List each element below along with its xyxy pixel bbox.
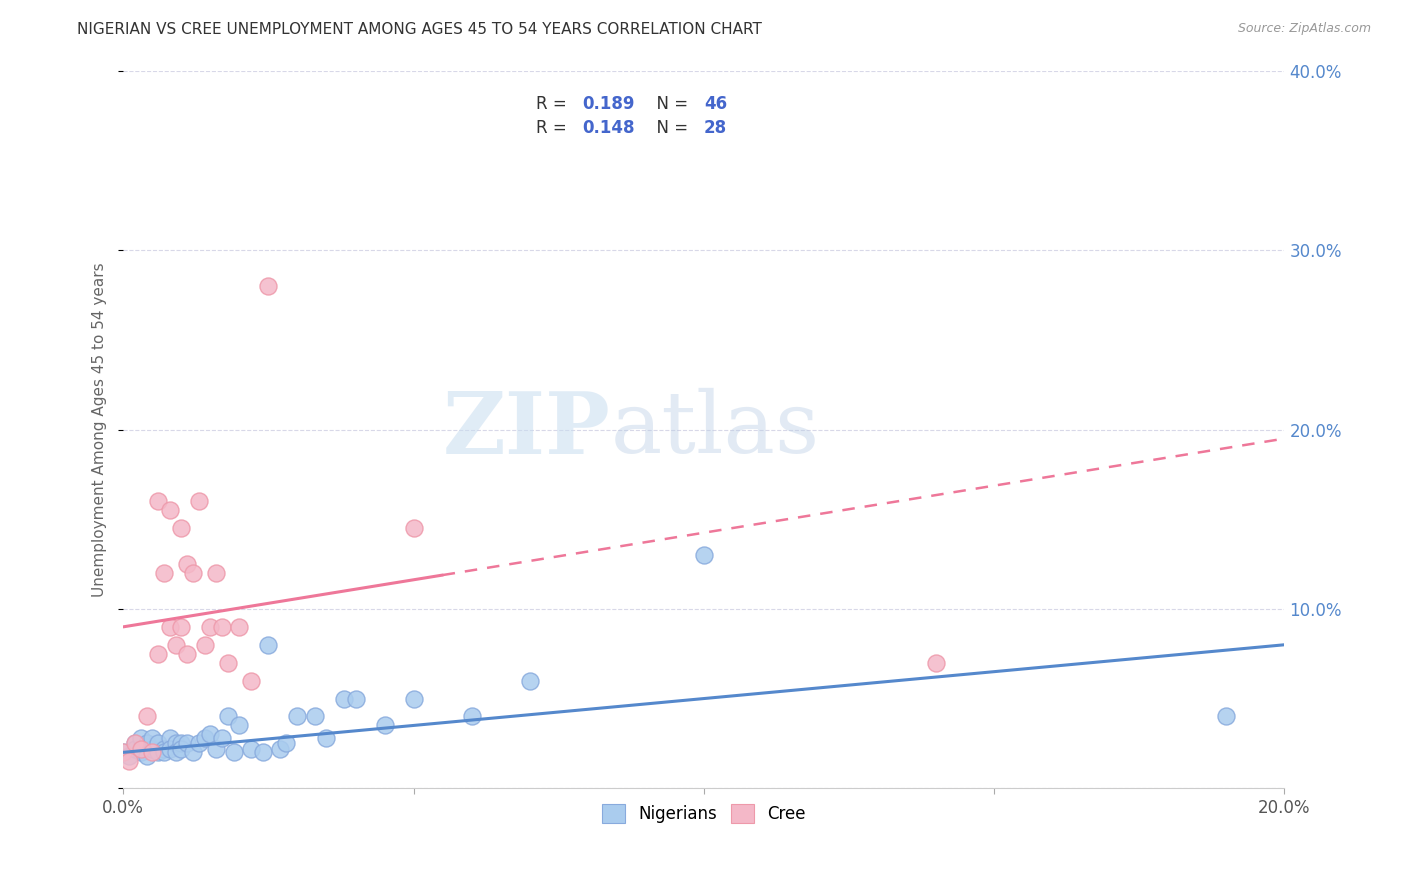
- Text: 46: 46: [704, 95, 727, 113]
- Point: [187, 736, 209, 750]
- Point: [344, 691, 367, 706]
- Point: [1215, 709, 1237, 723]
- Point: [194, 731, 217, 745]
- Point: [159, 503, 181, 517]
- Point: [124, 741, 146, 756]
- Point: [165, 745, 187, 759]
- Point: [165, 638, 187, 652]
- Text: ZIP: ZIP: [443, 388, 612, 472]
- Point: [118, 754, 141, 768]
- Point: [146, 647, 169, 661]
- Point: [181, 566, 204, 580]
- Point: [217, 656, 239, 670]
- Point: [200, 727, 222, 741]
- Point: [170, 741, 193, 756]
- Point: [252, 745, 274, 759]
- Text: 28: 28: [704, 120, 727, 137]
- Point: [274, 736, 297, 750]
- Text: Source: ZipAtlas.com: Source: ZipAtlas.com: [1237, 22, 1371, 36]
- Point: [135, 736, 157, 750]
- Point: [222, 745, 245, 759]
- Point: [176, 647, 198, 661]
- Point: [374, 718, 396, 732]
- Point: [693, 548, 716, 562]
- Point: [135, 709, 157, 723]
- Y-axis label: Unemployment Among Ages 45 to 54 years: Unemployment Among Ages 45 to 54 years: [93, 262, 107, 597]
- Point: [153, 566, 176, 580]
- Point: [460, 709, 482, 723]
- Point: [176, 736, 198, 750]
- Point: [315, 731, 337, 745]
- Text: 0.148: 0.148: [582, 120, 634, 137]
- Point: [159, 741, 181, 756]
- Point: [200, 620, 222, 634]
- Point: [170, 620, 193, 634]
- Point: [194, 638, 217, 652]
- Point: [187, 494, 209, 508]
- Point: [519, 673, 541, 688]
- Point: [153, 741, 176, 756]
- Text: R =: R =: [536, 95, 571, 113]
- Legend: Nigerians, Cree: Nigerians, Cree: [595, 797, 813, 830]
- Point: [141, 745, 163, 759]
- Point: [124, 736, 146, 750]
- Text: R =: R =: [536, 120, 571, 137]
- Point: [141, 731, 163, 745]
- Point: [112, 745, 135, 759]
- Point: [129, 741, 152, 756]
- Point: [112, 745, 135, 759]
- Point: [240, 741, 263, 756]
- Point: [135, 748, 157, 763]
- Point: [257, 638, 280, 652]
- Point: [141, 741, 163, 756]
- Point: [153, 745, 176, 759]
- Point: [269, 741, 291, 756]
- Point: [925, 656, 948, 670]
- Point: [165, 736, 187, 750]
- Point: [118, 748, 141, 763]
- Point: [146, 494, 169, 508]
- Point: [304, 709, 326, 723]
- Point: [146, 745, 169, 759]
- Point: [129, 745, 152, 759]
- Point: [205, 566, 228, 580]
- Point: [170, 736, 193, 750]
- Point: [129, 731, 152, 745]
- Point: [211, 620, 233, 634]
- Point: [159, 620, 181, 634]
- Point: [287, 709, 309, 723]
- Point: [176, 557, 198, 571]
- Point: [124, 736, 146, 750]
- Point: [205, 741, 228, 756]
- Text: atlas: atlas: [612, 388, 820, 471]
- Text: N =: N =: [645, 95, 693, 113]
- Point: [181, 745, 204, 759]
- Point: [159, 731, 181, 745]
- Point: [257, 279, 280, 293]
- Point: [217, 709, 239, 723]
- Text: N =: N =: [645, 120, 693, 137]
- Point: [402, 521, 425, 535]
- Point: [240, 673, 263, 688]
- Point: [146, 736, 169, 750]
- Point: [333, 691, 356, 706]
- Point: [228, 718, 250, 732]
- Point: [402, 691, 425, 706]
- Point: [211, 731, 233, 745]
- Text: 0.189: 0.189: [582, 95, 634, 113]
- Point: [228, 620, 250, 634]
- Point: [170, 521, 193, 535]
- Text: NIGERIAN VS CREE UNEMPLOYMENT AMONG AGES 45 TO 54 YEARS CORRELATION CHART: NIGERIAN VS CREE UNEMPLOYMENT AMONG AGES…: [77, 22, 762, 37]
